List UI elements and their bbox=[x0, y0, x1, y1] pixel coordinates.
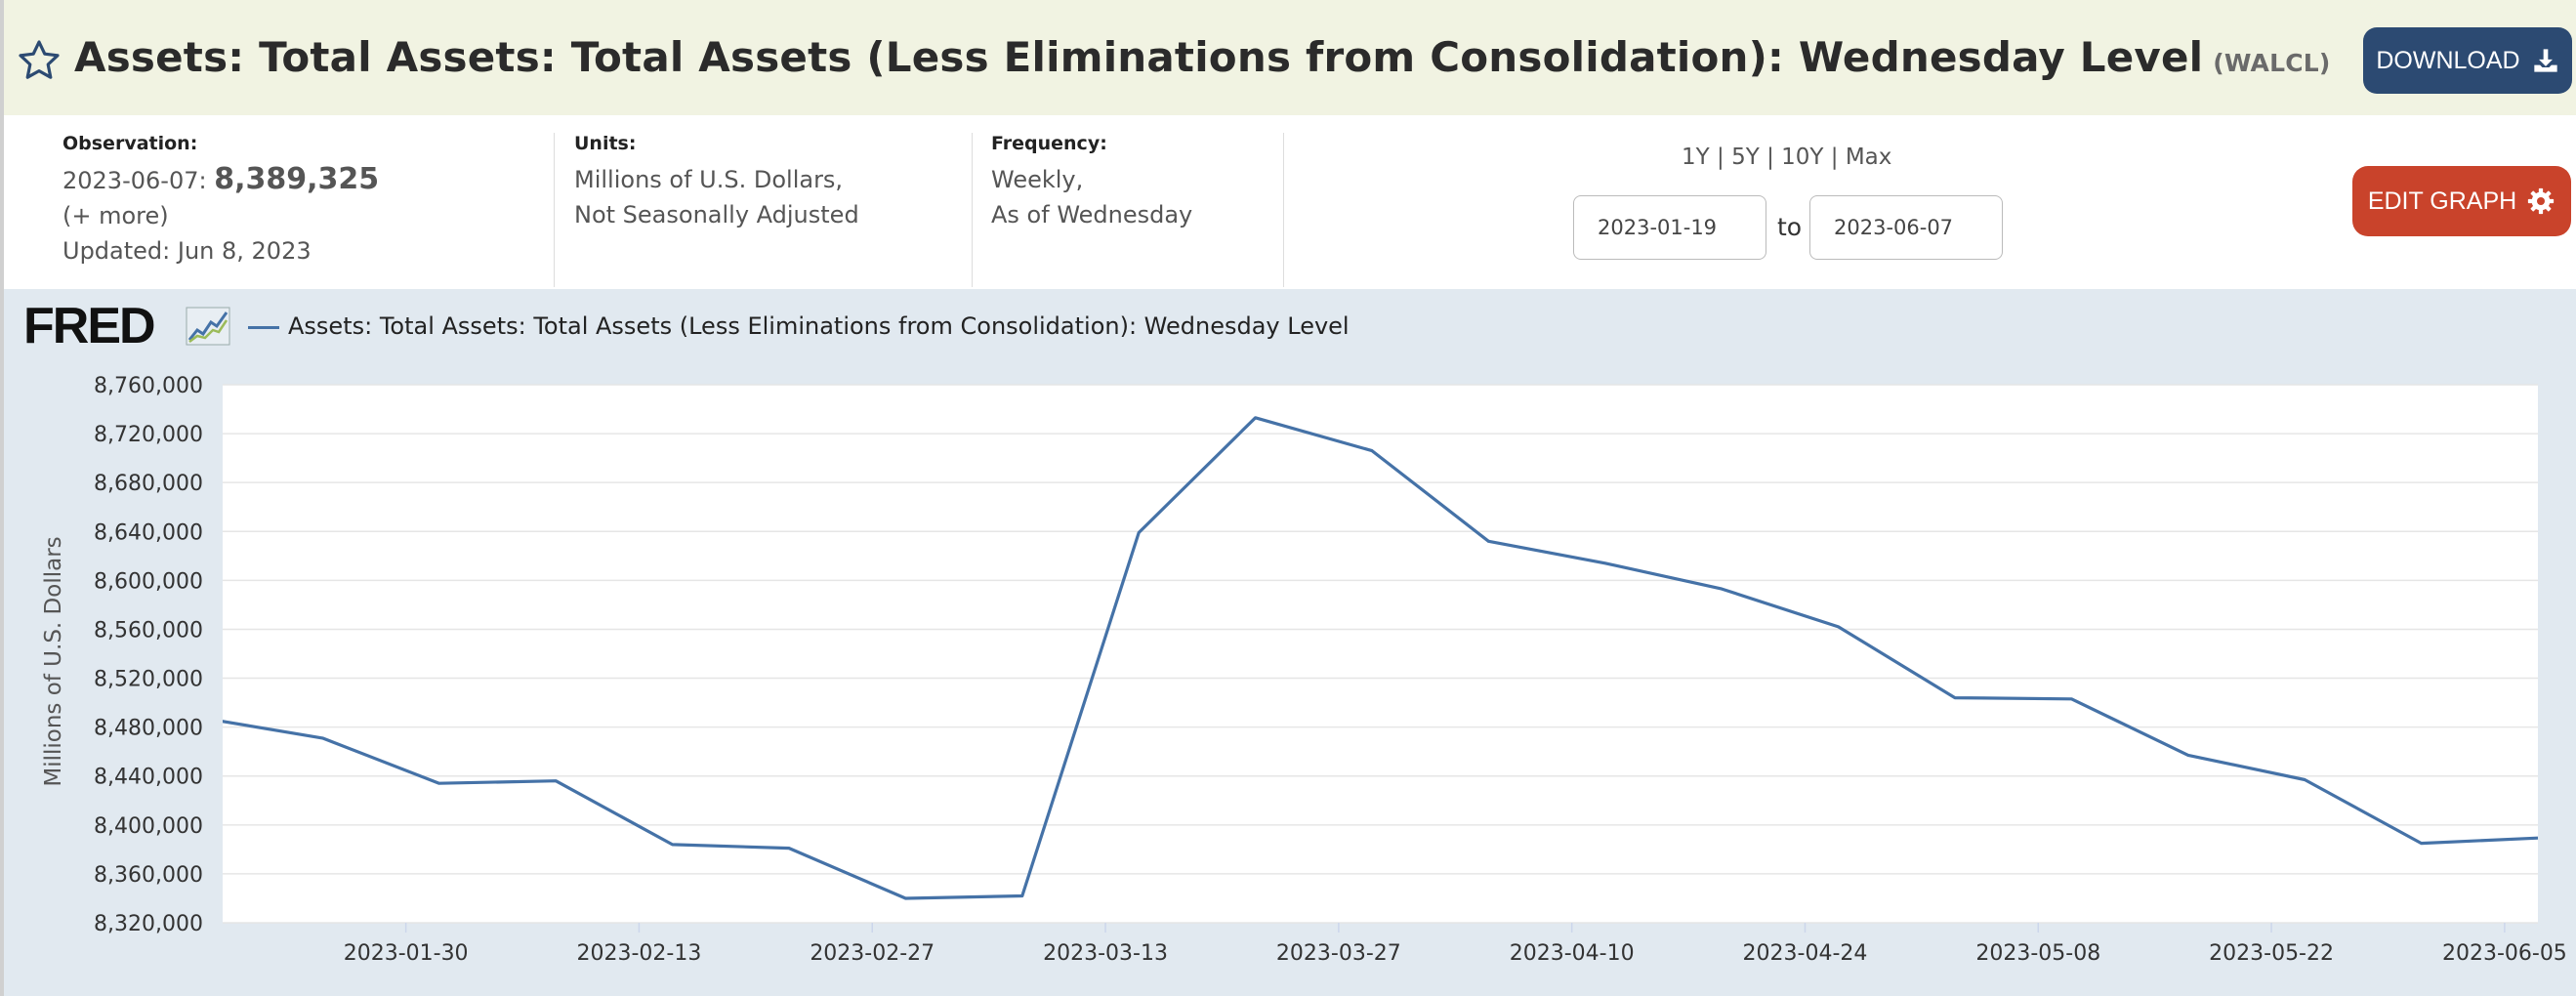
download-label: DOWNLOAD bbox=[2376, 46, 2520, 74]
plot-background bbox=[223, 385, 2538, 923]
x-tick-label: 2023-04-10 bbox=[1510, 941, 1635, 966]
fred-graph-icon bbox=[186, 307, 230, 346]
series-line bbox=[223, 416, 2538, 900]
x-tick-label: 2023-05-08 bbox=[1975, 941, 2100, 966]
y-tick-label: 8,520,000 bbox=[94, 668, 203, 692]
observation-block: Observation: 2023-06-07: 8,389,325 (+ mo… bbox=[62, 133, 379, 269]
x-tick-label: 2023-05-22 bbox=[2209, 941, 2334, 966]
end-date-input[interactable]: 2023-06-07 bbox=[1809, 195, 2003, 260]
x-tick-label: 2023-01-30 bbox=[344, 941, 469, 966]
meta-row: Observation: 2023-06-07: 8,389,325 (+ mo… bbox=[0, 115, 2576, 289]
edit-graph-button[interactable]: EDIT GRAPH bbox=[2352, 166, 2571, 236]
y-tick-label: 8,320,000 bbox=[94, 912, 203, 936]
frequency-line2: As of Wednesday bbox=[991, 201, 1193, 228]
x-tick-label: 2023-02-13 bbox=[577, 941, 702, 966]
units-line2: Not Seasonally Adjusted bbox=[574, 201, 859, 228]
frequency-line1: Weekly, bbox=[991, 166, 1084, 193]
y-tick-label: 8,560,000 bbox=[94, 618, 203, 643]
y-tick-label: 8,600,000 bbox=[94, 569, 203, 594]
units-line1: Millions of U.S. Dollars, bbox=[574, 166, 844, 193]
frequency-label: Frequency: bbox=[991, 133, 1107, 154]
x-tick-label: 2023-06-05 bbox=[2442, 941, 2567, 966]
range-separator: | bbox=[1717, 145, 1724, 170]
y-tick-label: 8,760,000 bbox=[94, 374, 203, 398]
observation-date: 2023-06-07: bbox=[62, 167, 207, 194]
y-axis-label: Millions of U.S. Dollars bbox=[41, 536, 66, 786]
y-tick-label: 8,480,000 bbox=[94, 717, 203, 741]
series-code: (WALCL) bbox=[2213, 49, 2331, 77]
range-link-1y[interactable]: 1Y bbox=[1682, 145, 1710, 170]
start-date-input[interactable]: 2023-01-19 bbox=[1573, 195, 1766, 260]
divider bbox=[1283, 133, 1284, 287]
x-tick-label: 2023-02-27 bbox=[810, 941, 935, 966]
legend-swatch bbox=[248, 326, 279, 329]
units-label: Units: bbox=[574, 133, 637, 154]
range-separator: | bbox=[1766, 145, 1774, 170]
observation-label: Observation: bbox=[62, 133, 198, 154]
y-tick-label: 8,360,000 bbox=[94, 863, 203, 888]
chart-area: FRED Assets: Total Assets: Total Assets … bbox=[0, 289, 2576, 996]
gear-icon bbox=[2528, 187, 2555, 215]
observation-value: 8,389,325 bbox=[214, 162, 380, 196]
divider bbox=[554, 133, 555, 287]
download-button[interactable]: DOWNLOAD bbox=[2363, 27, 2572, 94]
x-tick-label: 2023-03-27 bbox=[1276, 941, 1401, 966]
range-link-5y[interactable]: 5Y bbox=[1731, 145, 1760, 170]
range-link-10y[interactable]: 10Y bbox=[1781, 145, 1824, 170]
frequency-block: Frequency: Weekly, As of Wednesday bbox=[991, 133, 1192, 232]
page-title: Assets: Total Assets: Total Assets (Less… bbox=[74, 33, 2331, 81]
x-tick-label: 2023-04-24 bbox=[1743, 941, 1868, 966]
line-chart: 8,320,000 8,360,000 8,400,000 8,440,000 8,48… bbox=[41, 374, 2567, 966]
range-link-max[interactable]: Max bbox=[1845, 145, 1892, 170]
more-link[interactable]: (+ more) bbox=[62, 202, 169, 229]
legend-label: Assets: Total Assets: Total Assets (Less… bbox=[288, 312, 1350, 340]
y-tick-label: 8,440,000 bbox=[94, 766, 203, 790]
range-separator: | bbox=[1830, 145, 1839, 170]
y-tick-label: 8,400,000 bbox=[94, 814, 203, 839]
star-icon[interactable] bbox=[16, 37, 62, 84]
y-tick-label: 8,680,000 bbox=[94, 472, 203, 496]
fred-logo[interactable]: FRED bbox=[23, 298, 156, 354]
to-label: to bbox=[1777, 213, 1803, 241]
edit-graph-label: EDIT GRAPH bbox=[2367, 187, 2517, 215]
range-links: 1Y | 5Y | 10Y | Max bbox=[1682, 145, 1891, 170]
units-block: Units: Millions of U.S. Dollars, Not Sea… bbox=[574, 133, 859, 232]
page-title-text: Assets: Total Assets: Total Assets (Less… bbox=[74, 33, 2204, 81]
title-bar: Assets: Total Assets: Total Assets (Less… bbox=[0, 0, 2576, 115]
y-tick-label: 8,640,000 bbox=[94, 520, 203, 545]
x-tick-label: 2023-03-13 bbox=[1043, 941, 1168, 966]
updated-text: Updated: Jun 8, 2023 bbox=[62, 237, 312, 265]
download-icon bbox=[2533, 49, 2557, 72]
divider bbox=[972, 133, 973, 287]
y-tick-label: 8,720,000 bbox=[94, 423, 203, 447]
